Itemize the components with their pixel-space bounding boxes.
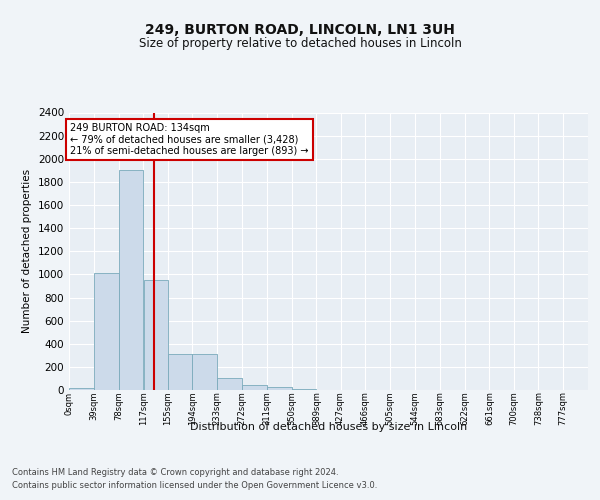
Bar [217,378,242,390]
Bar [292,389,316,390]
Text: Contains HM Land Registry data © Crown copyright and database right 2024.: Contains HM Land Registry data © Crown c… [12,468,338,477]
Bar [94,273,119,390]
Bar [119,170,143,390]
Text: Distribution of detached houses by size in Lincoln: Distribution of detached houses by size … [190,422,467,432]
Bar [242,385,267,390]
Text: Contains public sector information licensed under the Open Government Licence v3: Contains public sector information licen… [12,480,377,490]
Bar [267,387,292,390]
Text: 249, BURTON ROAD, LINCOLN, LN1 3UH: 249, BURTON ROAD, LINCOLN, LN1 3UH [145,22,455,36]
Y-axis label: Number of detached properties: Number of detached properties [22,169,32,334]
Bar [143,280,168,390]
Bar [193,354,217,390]
Text: 249 BURTON ROAD: 134sqm
← 79% of detached houses are smaller (3,428)
21% of semi: 249 BURTON ROAD: 134sqm ← 79% of detache… [70,123,309,156]
Bar [69,388,94,390]
Bar [167,354,192,390]
Text: Size of property relative to detached houses in Lincoln: Size of property relative to detached ho… [139,38,461,51]
